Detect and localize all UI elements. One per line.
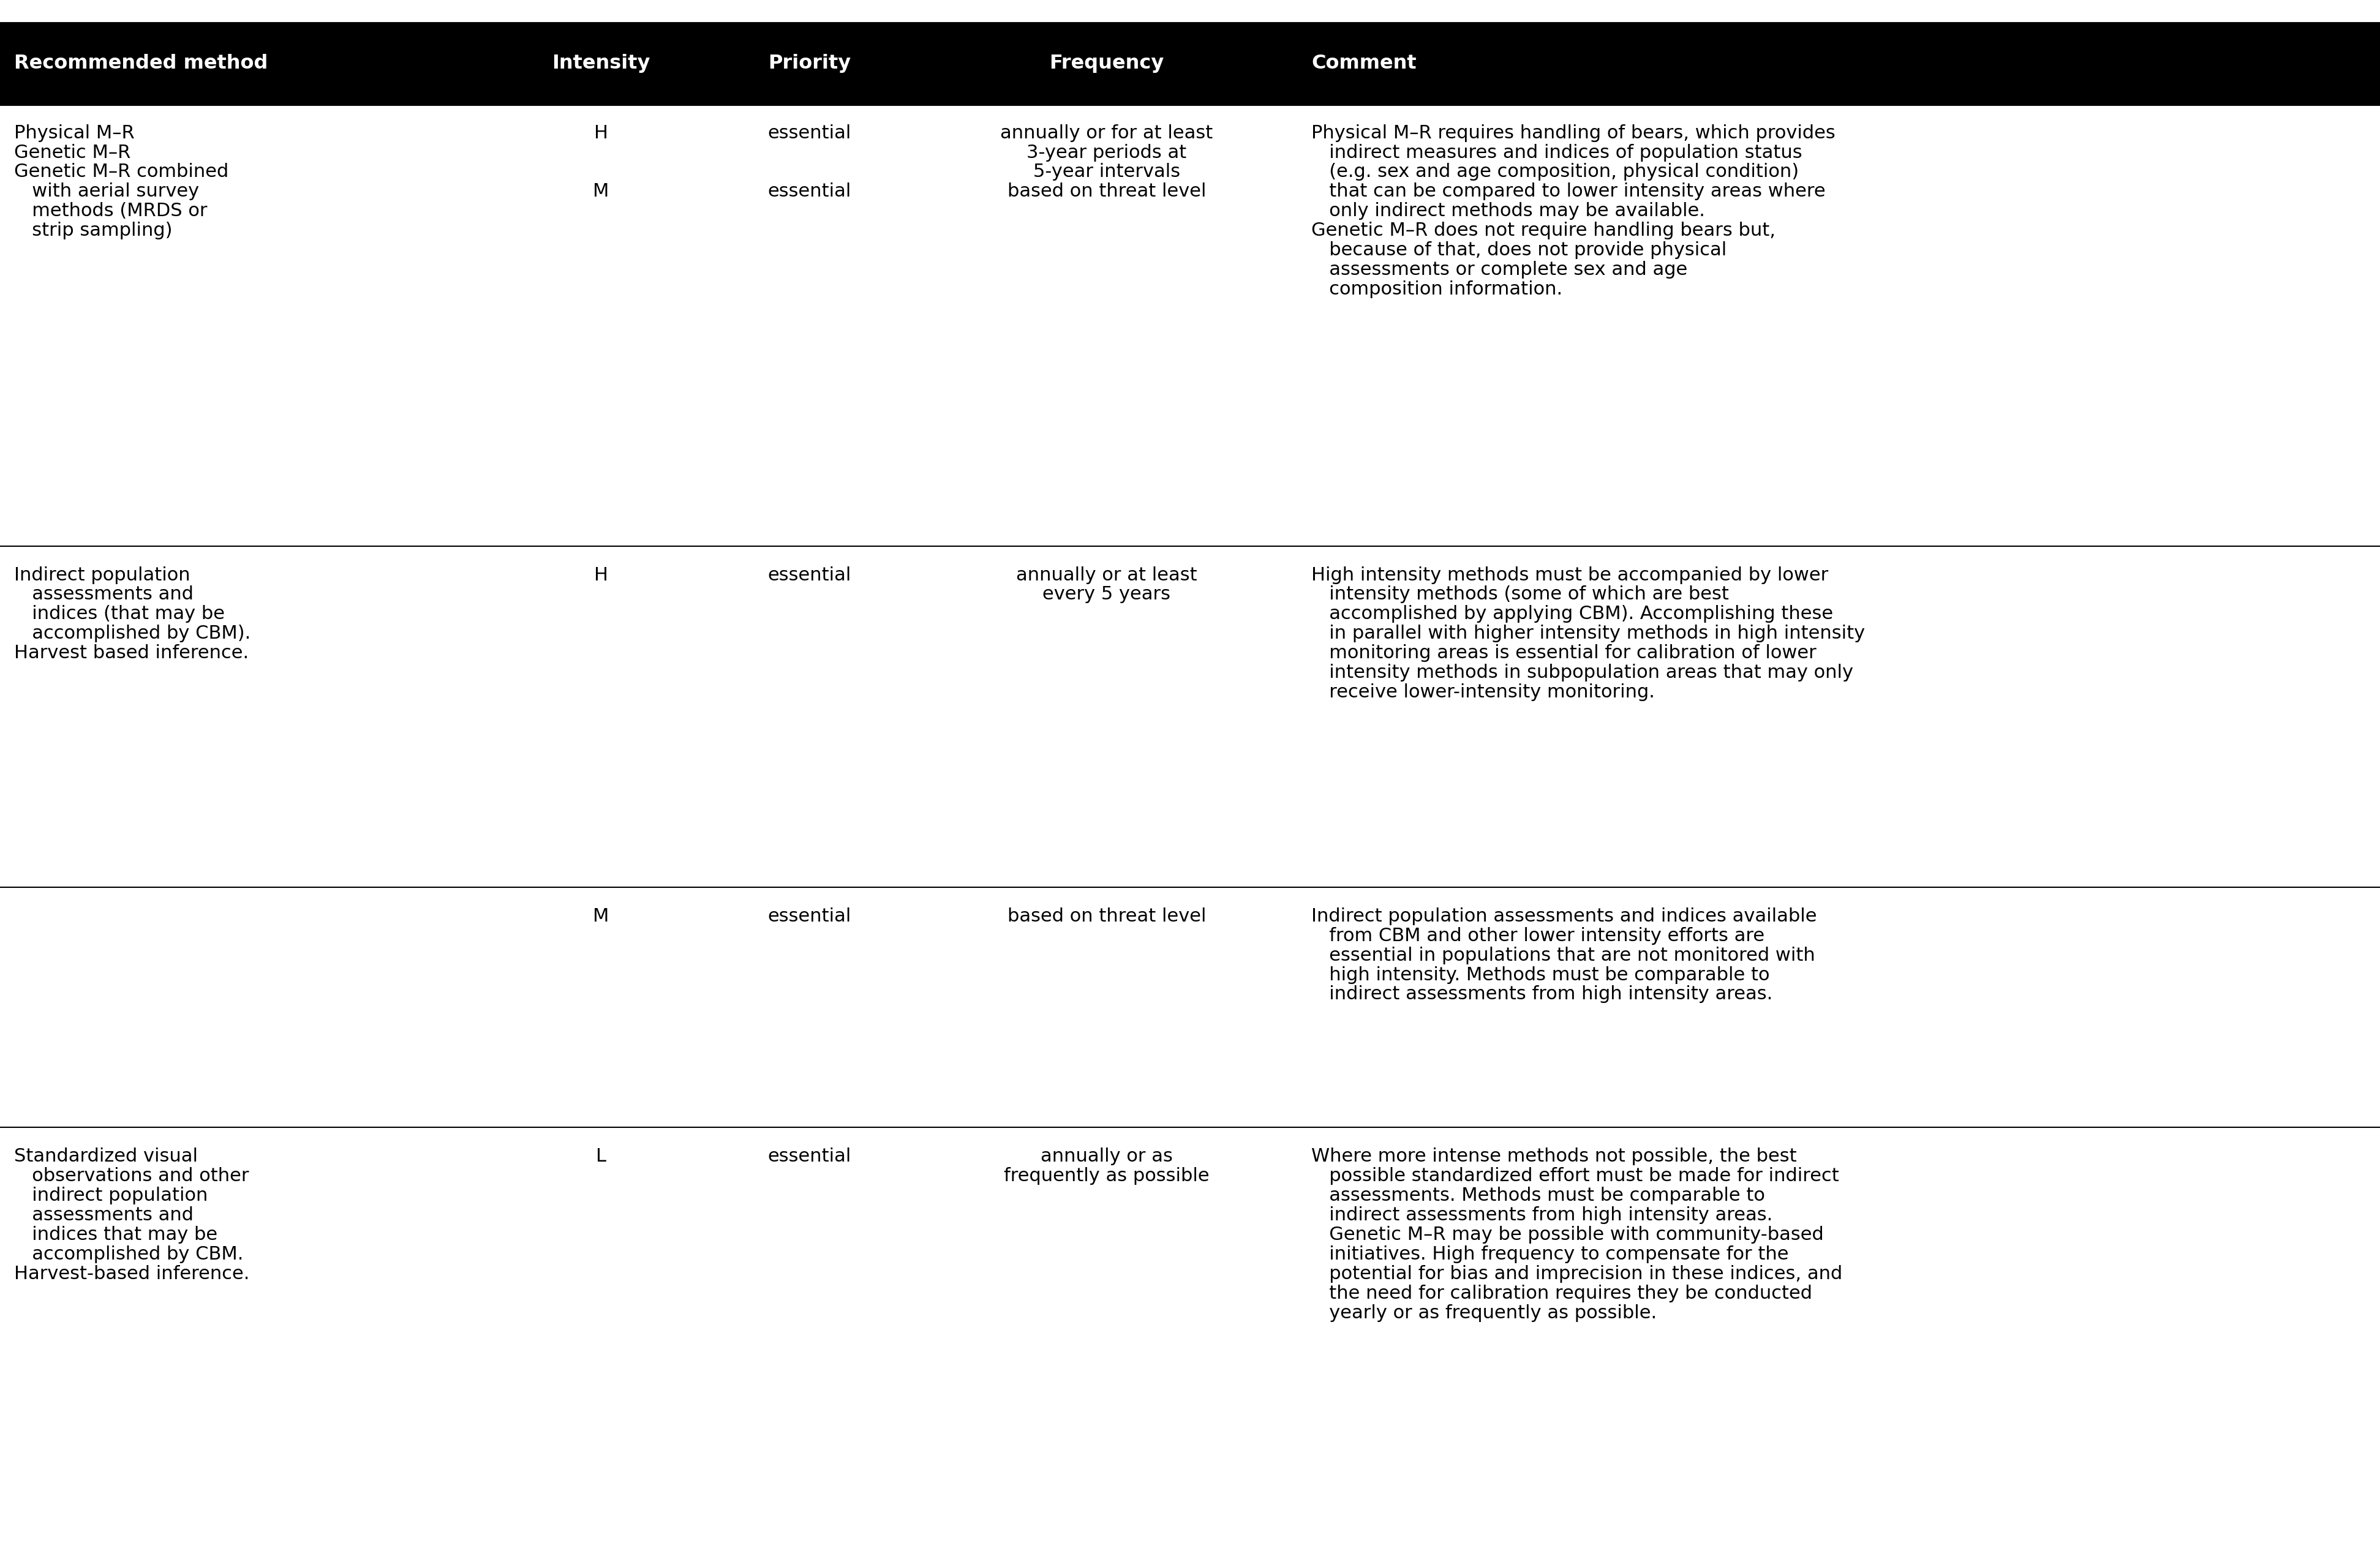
Text: from CBM and other lower intensity efforts are: from CBM and other lower intensity effor… [1311,927,1764,945]
Text: that can be compared to lower intensity areas where: that can be compared to lower intensity … [1311,183,1825,200]
Text: essential in populations that are not monitored with: essential in populations that are not mo… [1311,946,1816,965]
Text: indirect assessments from high intensity areas.: indirect assessments from high intensity… [1311,985,1773,1003]
Text: assessments. Methods must be comparable to: assessments. Methods must be comparable … [1311,1187,1766,1205]
Text: yearly or as frequently as possible.: yearly or as frequently as possible. [1311,1304,1656,1321]
Text: essential: essential [766,183,852,200]
Text: possible standardized effort must be made for indirect: possible standardized effort must be mad… [1311,1168,1840,1185]
Text: in parallel with higher intensity methods in high intensity: in parallel with higher intensity method… [1311,625,1866,642]
Text: with aerial survey: with aerial survey [14,183,200,200]
Text: indirect population: indirect population [14,1187,207,1205]
Text: potential for bias and imprecision in these indices, and: potential for bias and imprecision in th… [1311,1266,1842,1283]
Text: Comment: Comment [1311,54,1416,73]
Text: Harvest based inference.: Harvest based inference. [14,644,250,662]
Text: H: H [595,566,607,583]
Text: indirect measures and indices of population status: indirect measures and indices of populat… [1311,144,1802,161]
Text: (e.g. sex and age composition, physical condition): (e.g. sex and age composition, physical … [1311,163,1799,181]
Text: M: M [593,183,609,200]
Text: accomplished by CBM.: accomplished by CBM. [14,1245,243,1263]
Text: M: M [593,907,609,924]
Text: L: L [595,1148,607,1165]
Text: based on threat level: based on threat level [1007,183,1207,200]
Text: High intensity methods must be accompanied by lower: High intensity methods must be accompani… [1311,566,1828,583]
Text: annually or for at least: annually or for at least [1000,124,1214,141]
Text: essential: essential [766,1148,852,1165]
Text: essential: essential [766,566,852,583]
Text: Genetic M–R does not require handling bears but,: Genetic M–R does not require handling be… [1311,222,1775,239]
Text: indices (that may be: indices (that may be [14,605,226,624]
Text: monitoring areas is essential for calibration of lower: monitoring areas is essential for calibr… [1311,644,1816,662]
Text: H: H [595,124,607,141]
Text: assessments and: assessments and [14,586,193,603]
Text: assessments and: assessments and [14,1207,193,1224]
Text: methods (MRDS or: methods (MRDS or [14,202,207,220]
Text: annually or at least: annually or at least [1016,566,1197,583]
Text: high intensity. Methods must be comparable to: high intensity. Methods must be comparab… [1311,966,1771,983]
Text: receive lower-intensity monitoring.: receive lower-intensity monitoring. [1311,684,1654,701]
Text: Frequency: Frequency [1050,54,1164,73]
Text: intensity methods in subpopulation areas that may only: intensity methods in subpopulation areas… [1311,664,1854,681]
Text: 5-year intervals: 5-year intervals [1033,163,1180,181]
Text: Physical M–R: Physical M–R [14,124,136,141]
Text: intensity methods (some of which are best: intensity methods (some of which are bes… [1311,586,1728,603]
Text: Priority: Priority [769,54,850,73]
Text: Standardized visual: Standardized visual [14,1148,198,1165]
Bar [0,23,2380,104]
Text: Indirect population: Indirect population [14,566,190,583]
Text: the need for calibration requires they be conducted: the need for calibration requires they b… [1311,1284,1811,1303]
Text: Physical M–R requires handling of bears, which provides: Physical M–R requires handling of bears,… [1311,124,1835,141]
Text: every 5 years: every 5 years [1042,586,1171,603]
Text: because of that, does not provide physical: because of that, does not provide physic… [1311,242,1728,259]
Text: observations and other: observations and other [14,1168,250,1185]
Text: essential: essential [766,124,852,141]
Text: Indirect population assessments and indices available: Indirect population assessments and indi… [1311,907,1816,924]
Text: essential: essential [766,907,852,924]
Text: based on threat level: based on threat level [1007,907,1207,924]
Text: Recommended method: Recommended method [14,54,269,73]
Text: Genetic M–R combined: Genetic M–R combined [14,163,228,181]
Text: Harvest-based inference.: Harvest-based inference. [14,1266,250,1283]
Text: Genetic M–R may be possible with community-based: Genetic M–R may be possible with communi… [1311,1225,1823,1244]
Text: Genetic M–R: Genetic M–R [14,144,131,161]
Text: frequently as possible: frequently as possible [1004,1168,1209,1185]
Text: strip sampling): strip sampling) [14,222,174,239]
Text: composition information.: composition information. [1311,281,1564,298]
Text: indirect assessments from high intensity areas.: indirect assessments from high intensity… [1311,1207,1773,1224]
Text: Where more intense methods not possible, the best: Where more intense methods not possible,… [1311,1148,1797,1165]
Text: 3-year periods at: 3-year periods at [1026,144,1188,161]
Text: assessments or complete sex and age: assessments or complete sex and age [1311,261,1687,279]
Text: accomplished by applying CBM). Accomplishing these: accomplished by applying CBM). Accomplis… [1311,605,1833,624]
Text: accomplished by CBM).: accomplished by CBM). [14,625,250,642]
Text: initiatives. High frequency to compensate for the: initiatives. High frequency to compensat… [1311,1245,1790,1263]
Text: Intensity: Intensity [552,54,650,73]
Text: indices that may be: indices that may be [14,1225,217,1244]
Text: annually or as: annually or as [1040,1148,1173,1165]
Text: only indirect methods may be available.: only indirect methods may be available. [1311,202,1704,220]
